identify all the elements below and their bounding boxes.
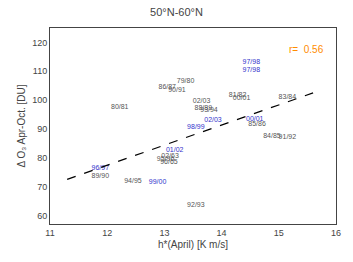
svg-text:81/82: 81/82 bbox=[229, 91, 247, 98]
svg-text:86/87: 86/87 bbox=[158, 83, 176, 90]
svg-text:88/89: 88/89 bbox=[195, 104, 213, 111]
svg-text:98/99: 98/99 bbox=[187, 123, 205, 130]
svg-text:01/02: 01/02 bbox=[166, 146, 184, 153]
svg-text:85/86: 85/86 bbox=[248, 120, 266, 127]
svg-text:120: 120 bbox=[32, 38, 47, 48]
svg-text:110: 110 bbox=[33, 66, 47, 76]
svg-text:96/97: 96/97 bbox=[92, 164, 110, 171]
svg-text:02/63: 02/63 bbox=[161, 152, 179, 159]
svg-text:96/65: 96/65 bbox=[160, 158, 178, 165]
svg-text:70: 70 bbox=[37, 182, 47, 192]
svg-text:97/98: 97/98 bbox=[243, 58, 261, 65]
svg-text:12: 12 bbox=[102, 228, 112, 238]
svg-text:97/98: 97/98 bbox=[243, 66, 261, 73]
svg-text:84/85: 84/85 bbox=[263, 132, 281, 139]
svg-text:83/84: 83/84 bbox=[279, 93, 297, 100]
svg-text:60: 60 bbox=[37, 211, 47, 221]
svg-text:91/92: 91/92 bbox=[279, 133, 297, 140]
svg-text:00/01: 00/01 bbox=[246, 115, 264, 122]
svg-text:92/93: 92/93 bbox=[187, 201, 205, 208]
svg-text:80: 80 bbox=[37, 153, 47, 163]
svg-text:90/91: 90/91 bbox=[168, 86, 186, 93]
svg-text:16: 16 bbox=[331, 228, 341, 238]
svg-text:02/03: 02/03 bbox=[193, 97, 211, 104]
svg-text:11: 11 bbox=[45, 228, 54, 238]
svg-text:95/96: 95/96 bbox=[157, 155, 175, 162]
svg-text:r= 0.56: r= 0.56 bbox=[289, 44, 324, 55]
svg-text:89/90: 89/90 bbox=[92, 172, 110, 179]
svg-text:100: 100 bbox=[32, 95, 47, 105]
svg-text:50°N-60°N: 50°N-60°N bbox=[150, 6, 203, 18]
svg-text:h*(April) [K m/s]: h*(April) [K m/s] bbox=[158, 239, 228, 250]
svg-text:15: 15 bbox=[274, 228, 284, 238]
svg-text:80/81: 80/81 bbox=[111, 103, 129, 110]
svg-text:79/80: 79/80 bbox=[177, 77, 195, 84]
svg-text:00/01: 00/01 bbox=[233, 94, 251, 101]
svg-text:99/00: 99/00 bbox=[149, 178, 167, 185]
svg-text:02/03: 02/03 bbox=[204, 116, 222, 123]
svg-text:14: 14 bbox=[217, 228, 227, 238]
svg-text:93/94: 93/94 bbox=[200, 106, 218, 113]
svg-text:13: 13 bbox=[159, 228, 169, 238]
svg-text:90: 90 bbox=[37, 124, 47, 134]
svg-text:94/95: 94/95 bbox=[124, 177, 142, 184]
svg-text:Δ O₃ Apr-Oct. [DU]: Δ O₃ Apr-Oct. [DU] bbox=[16, 84, 27, 167]
